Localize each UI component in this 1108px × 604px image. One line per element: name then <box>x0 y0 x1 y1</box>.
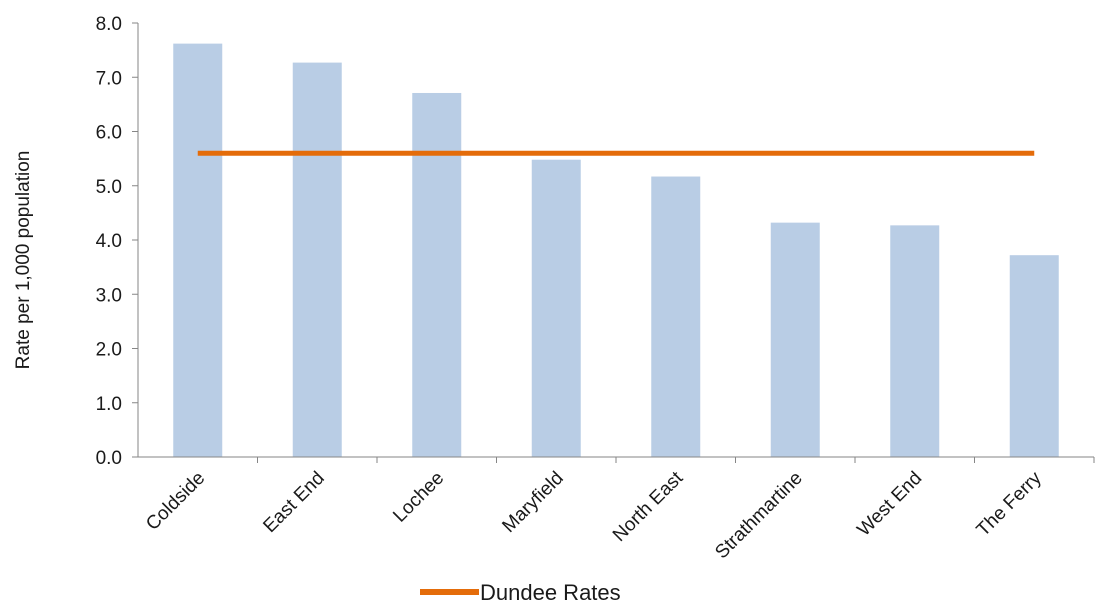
x-tick-label: West End <box>853 468 926 541</box>
bar-north-east <box>651 176 701 457</box>
x-tick-label: Strathmartine <box>711 468 806 563</box>
x-tick-label: North East <box>609 467 688 546</box>
bar-coldside <box>173 43 223 458</box>
legend: Dundee Rates <box>420 580 621 604</box>
x-tick-label: Maryfield <box>498 468 567 537</box>
bar-the-ferry <box>1009 255 1059 457</box>
x-tick-label: Coldside <box>142 468 209 535</box>
x-ticks-group: Coldside East End Lochee Maryfield North Eas… <box>142 457 1095 563</box>
bar-west-end <box>890 225 940 457</box>
y-tick-label: 7.0 <box>96 68 122 89</box>
y-tick-label: 6.0 <box>96 123 122 144</box>
bar-maryfield <box>531 159 581 457</box>
legend-label-dundee-rates: Dundee Rates <box>480 580 621 604</box>
y-tick-label: 5.0 <box>96 177 122 198</box>
x-tick-label: East End <box>259 468 328 537</box>
bar-east-end <box>292 62 342 457</box>
bar-lochee <box>412 92 462 458</box>
x-tick-label: Lochee <box>389 468 448 527</box>
y-tick-label: 4.0 <box>96 231 122 252</box>
axes-group <box>137 23 1094 458</box>
bar-strathmartine <box>770 222 820 457</box>
x-tick-label: The Ferry <box>973 467 1046 540</box>
y-ticks-group: 0.0 1.0 2.0 3.0 4.0 5.0 6.0 7.0 8.0 <box>96 14 138 469</box>
y-tick-label: 8.0 <box>96 14 122 35</box>
y-tick-label: 3.0 <box>96 285 122 306</box>
y-tick-label: 0.0 <box>96 448 122 469</box>
y-axis-title: Rate per 1,000 population <box>13 151 34 370</box>
y-tick-label: 2.0 <box>96 340 122 361</box>
y-tick-label: 1.0 <box>96 394 122 415</box>
bars-group <box>173 43 1059 458</box>
